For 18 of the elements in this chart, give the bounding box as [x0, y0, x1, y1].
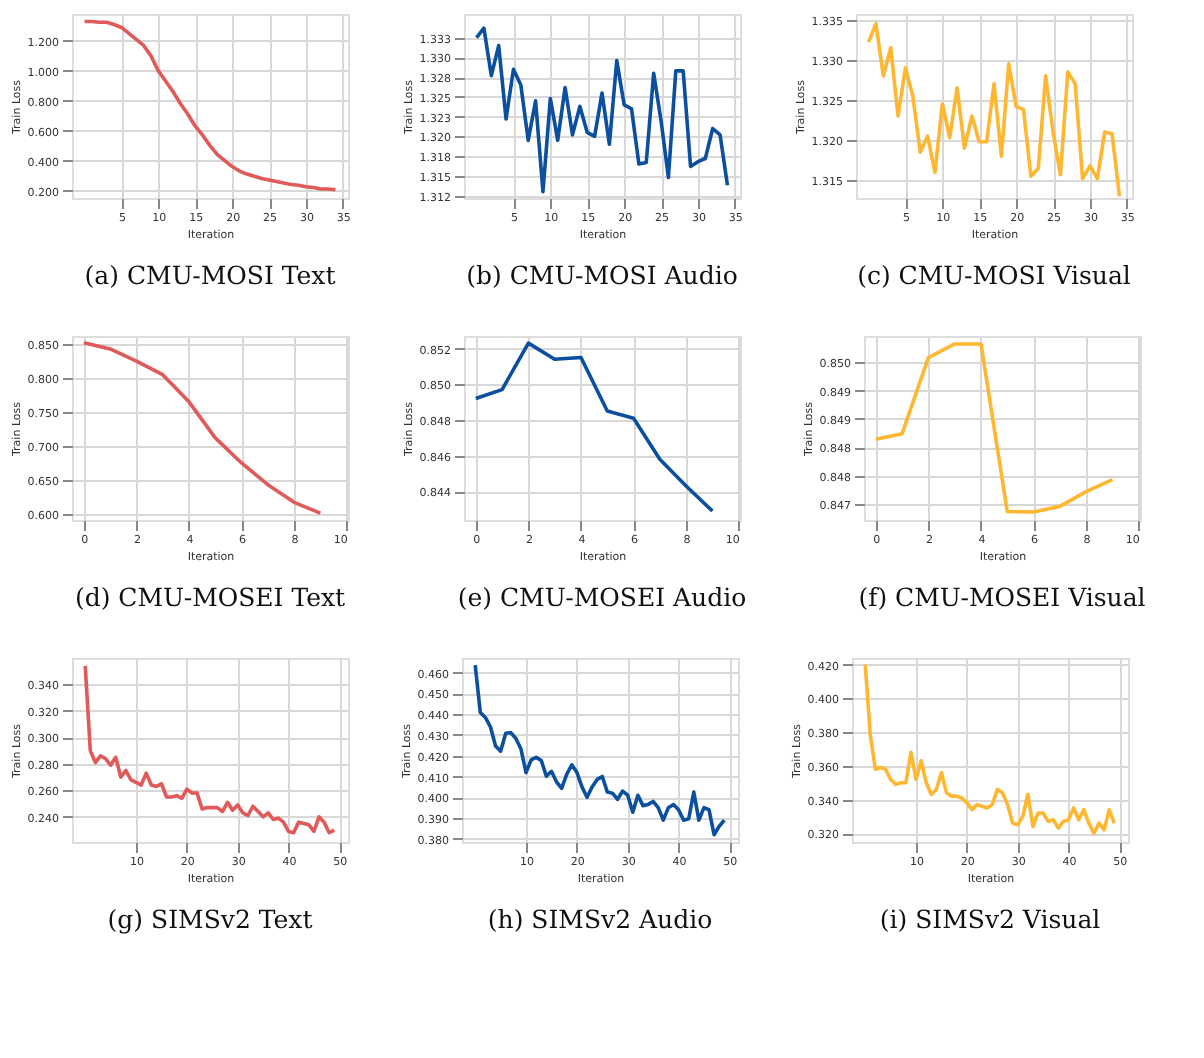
- text: (i) SIMSv2 Visual: [879, 904, 1101, 934]
- line-series: [474, 26, 730, 194]
- line-series: [863, 662, 1117, 836]
- line-series: [874, 342, 1115, 514]
- line-series: [82, 19, 338, 192]
- text: (d) CMU-MOSEI Text: [74, 582, 346, 612]
- line-series: [866, 21, 1122, 199]
- text: (a) CMU-MOSI Text: [84, 260, 336, 290]
- text: (c) CMU-MOSI Visual: [857, 260, 1131, 290]
- text: (h) SIMSv2 Audio: [487, 904, 713, 934]
- text: (e) CMU-MOSEI Audio: [457, 582, 747, 612]
- text: (g) SIMSv2 Text: [107, 904, 313, 934]
- line-series: [474, 341, 715, 513]
- line-series: [82, 340, 323, 516]
- text: (f) CMU-MOSEI Visual: [858, 582, 1146, 612]
- text: (b) CMU-MOSI Audio: [466, 260, 738, 290]
- line-series: [473, 663, 727, 837]
- line-series: [83, 664, 337, 835]
